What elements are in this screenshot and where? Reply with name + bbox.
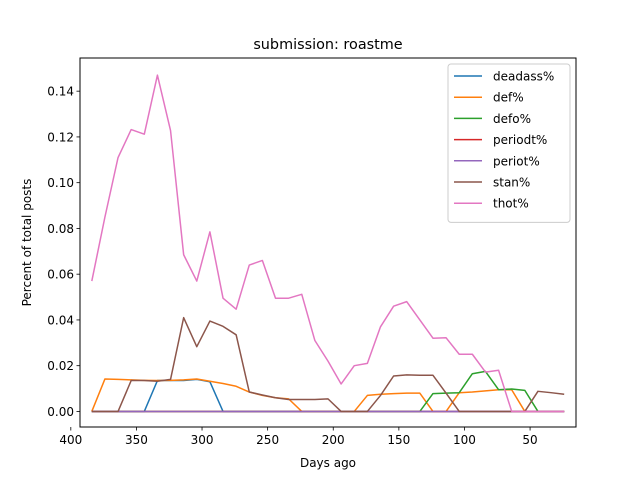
y-tick-label: 0.12: [47, 130, 74, 144]
x-tick-label: 250: [256, 433, 279, 447]
y-tick-label: 0.10: [47, 176, 74, 190]
x-tick-label: 350: [125, 433, 148, 447]
plot-frame: [79, 57, 577, 428]
legend-label: def%: [493, 91, 524, 105]
legend-label: periot%: [493, 154, 540, 168]
series-line-thot: [91, 74, 565, 413]
x-tick-label: 300: [191, 433, 214, 447]
legend: deadass% def% defo% periodt% periot% stan% tho…: [447, 63, 571, 223]
x-tick-label: 200: [322, 433, 345, 447]
legend-label: periodt%: [493, 133, 547, 147]
legend-label: stan%: [493, 176, 530, 190]
legend-label: deadass%: [493, 70, 554, 84]
y-tick-label: 0.14: [47, 85, 74, 99]
legend-label: thot%: [493, 197, 529, 211]
y-tick-label: 0.02: [47, 359, 74, 373]
series-layer: [91, 74, 565, 413]
series-line-stan: [91, 316, 565, 413]
y-tick-label: 0.00: [47, 405, 74, 419]
chart-title: submission: roastme: [253, 37, 402, 53]
x-tick-label: 150: [387, 433, 410, 447]
y-tick-label: 0.08: [47, 222, 74, 236]
x-tick-label: 100: [453, 433, 476, 447]
y-tick-label: 0.06: [47, 268, 74, 282]
axes-layer: 400 350 300 250 200 150 100 50 0.00 0.02 0.04 0.06 0…: [47, 85, 537, 447]
legend-label: defo%: [493, 112, 531, 126]
y-axis-label: Percent of total posts: [20, 179, 34, 307]
x-tick-label: 50: [522, 433, 537, 447]
x-axis-label: Days ago: [300, 456, 356, 470]
x-tick-label: 400: [59, 433, 82, 447]
y-tick-label: 0.04: [47, 313, 74, 327]
legend-box: [447, 63, 571, 223]
